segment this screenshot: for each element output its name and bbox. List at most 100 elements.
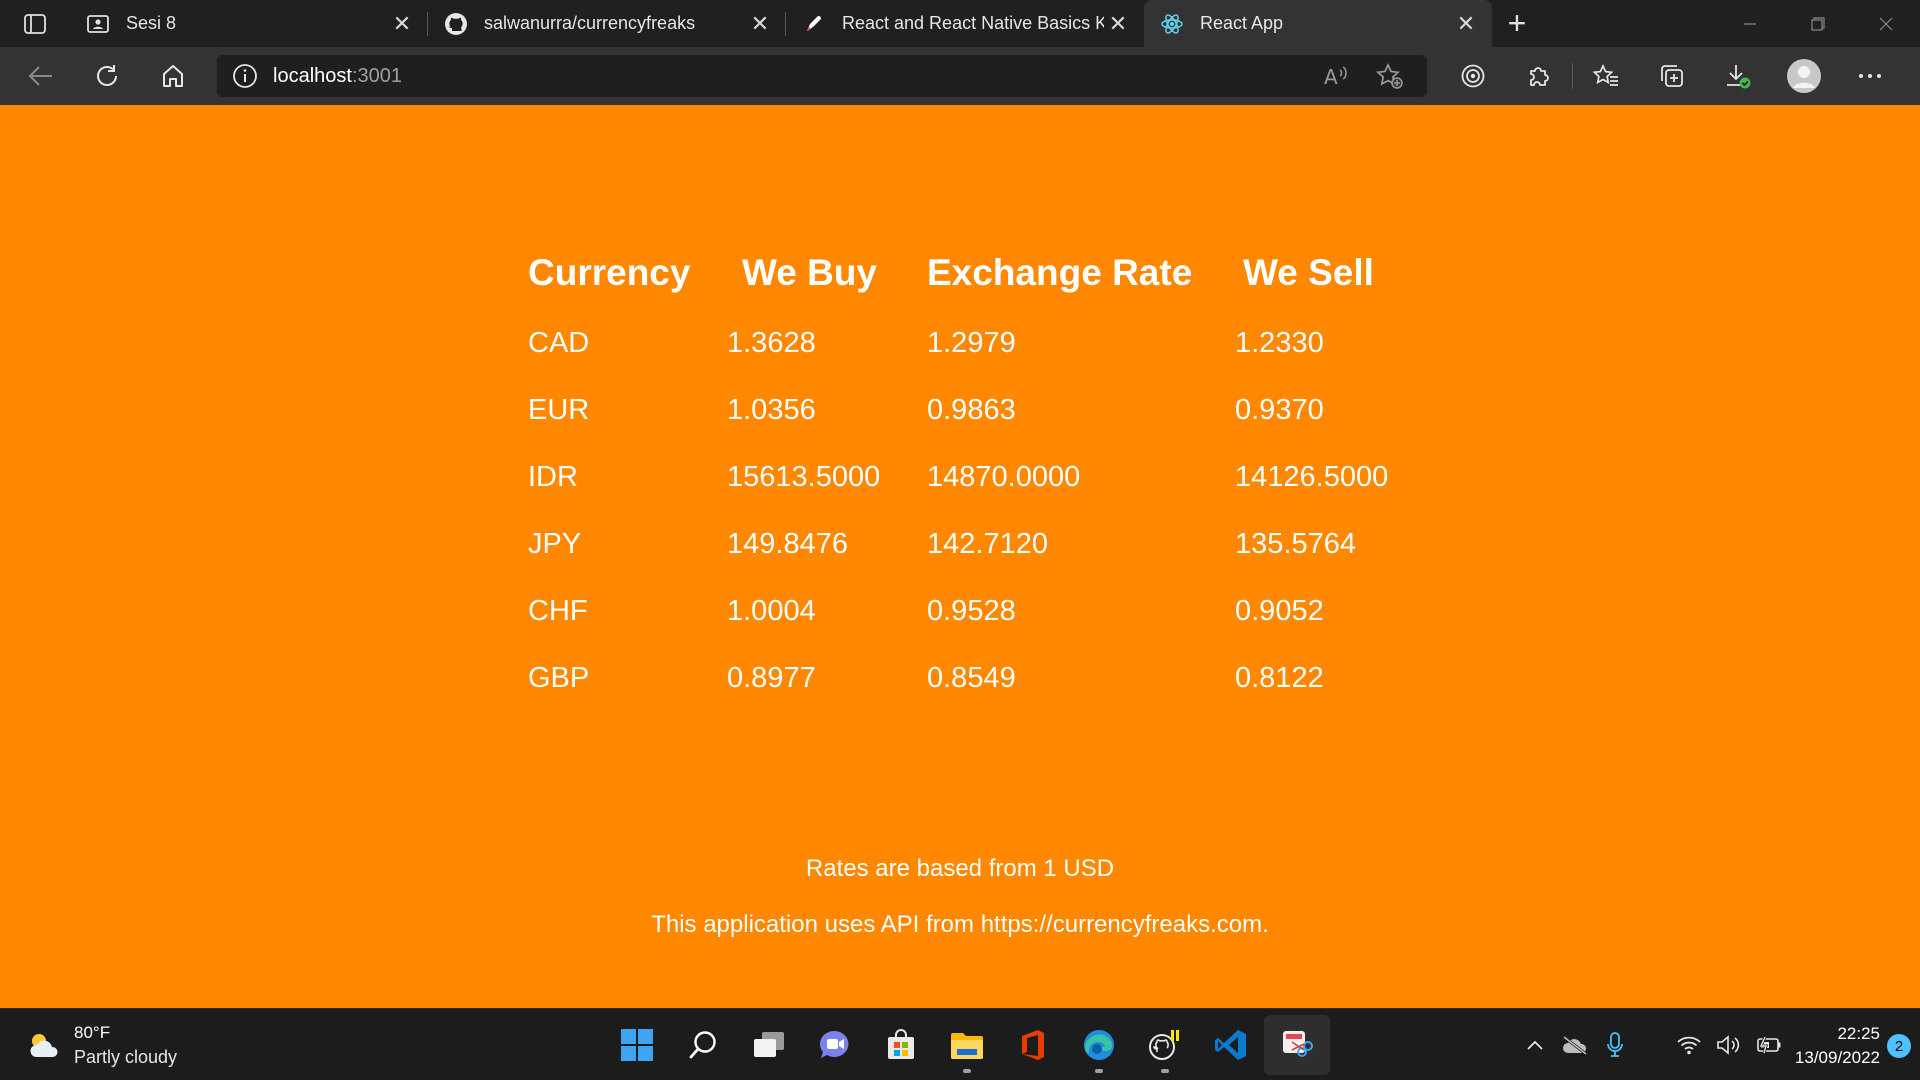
cell-we-sell: 14126.5000 <box>1235 461 1389 493</box>
microphone-button[interactable] <box>1595 1025 1635 1065</box>
browser-toolbar: localhost:3001 A <box>0 47 1920 105</box>
minimize-button[interactable] <box>1716 0 1784 47</box>
file-explorer-button[interactable] <box>934 1015 1000 1075</box>
weather-widget[interactable]: 80°F Partly cloudy <box>26 1021 177 1069</box>
rates-note: Rates are based from 1 USD <box>805 855 1115 882</box>
tab-github[interactable]: salwanurra/currencyfreaks ✕ <box>428 0 786 47</box>
cell-currency: GBP <box>528 662 590 694</box>
edge-icon <box>1084 1030 1114 1060</box>
api-credit: This application uses API from https://c… <box>651 911 1269 938</box>
snipping-tool-icon <box>1283 1031 1313 1057</box>
tab-title: salwanurra/currencyfreaks <box>484 13 696 33</box>
start-button[interactable] <box>604 1015 670 1075</box>
cell-we-buy: 1.0356 <box>727 394 816 426</box>
cell-we-sell: 0.8122 <box>1235 662 1324 694</box>
system-tray <box>1515 1009 1789 1080</box>
edge-button[interactable] <box>1066 1015 1132 1075</box>
tab-react-app[interactable]: React App ✕ <box>1144 0 1492 47</box>
close-icon[interactable]: ✕ <box>1108 10 1128 36</box>
add-favorite-button[interactable] <box>1363 62 1417 90</box>
cell-currency: CAD <box>528 327 590 359</box>
vscode-button[interactable] <box>1198 1015 1264 1075</box>
cell-currency: EUR <box>528 394 590 426</box>
search-icon <box>689 1031 716 1059</box>
site-info-icon[interactable] <box>217 63 273 89</box>
cell-exchange-rate: 14870.0000 <box>927 461 1081 493</box>
task-view-button[interactable] <box>736 1015 802 1075</box>
taskbar-apps <box>604 1015 1330 1075</box>
tracking-prevention-button[interactable] <box>1440 47 1506 105</box>
url-port: :3001 <box>351 64 402 87</box>
url-host: localhost <box>273 64 352 87</box>
search-button[interactable] <box>670 1015 736 1075</box>
close-icon <box>1879 17 1893 30</box>
downloads-button[interactable] <box>1705 47 1771 105</box>
favorites-icon <box>1592 63 1618 86</box>
table-row: CAD 1.3628 1.2979 1.2330 <box>520 310 1415 377</box>
favorites-button[interactable] <box>1573 47 1639 105</box>
address-bar[interactable]: localhost:3001 A <box>217 55 1427 97</box>
weather-temperature: 80°F <box>74 1023 111 1042</box>
tab-actions-button[interactable] <box>0 0 70 47</box>
cloud-offline-icon <box>1563 1035 1587 1055</box>
cell-currency: JPY <box>528 528 582 560</box>
table-header-row: Currency We Buy Exchange Rate We Sell <box>520 235 1415 310</box>
collections-button[interactable] <box>1639 47 1705 105</box>
folder-icon <box>951 1033 983 1059</box>
extensions-button[interactable] <box>1506 47 1572 105</box>
task-view-icon <box>754 1032 784 1057</box>
table-row: IDR 15613.5000 14870.0000 14126.5000 <box>520 444 1415 511</box>
refresh-button[interactable] <box>74 47 140 105</box>
react-icon <box>1160 12 1184 36</box>
tab-title: React and React Native Basics Ka <box>842 13 1104 33</box>
windows-logo-icon <box>621 1029 653 1061</box>
vscode-icon <box>1215 1030 1246 1060</box>
github-desktop-icon <box>1149 1030 1179 1060</box>
restore-icon <box>1811 16 1825 31</box>
clock[interactable]: 22:25 13/09/2022 <box>1795 1022 1880 1070</box>
volume-button[interactable] <box>1709 1025 1749 1065</box>
table-row: GBP 0.8977 0.8549 0.8122 <box>520 645 1415 712</box>
table-row: CHF 1.0004 0.9528 0.9052 <box>520 578 1415 645</box>
close-icon[interactable]: ✕ <box>1456 10 1476 36</box>
cell-we-sell: 135.5764 <box>1235 528 1356 560</box>
close-window-button[interactable] <box>1852 0 1920 47</box>
profile-card-icon <box>86 12 110 36</box>
teams-chat-button[interactable] <box>802 1015 868 1075</box>
read-aloud-button[interactable]: A <box>1309 64 1363 88</box>
microsoft-store-button[interactable] <box>868 1015 934 1075</box>
onedrive-button[interactable] <box>1555 1025 1595 1065</box>
tab-title: React App <box>1200 13 1284 33</box>
plus-icon: + <box>1507 5 1527 41</box>
battery-button[interactable] <box>1749 1025 1789 1065</box>
toolbar-divider <box>1572 63 1573 89</box>
close-icon[interactable]: ✕ <box>750 10 770 36</box>
partly-cloudy-icon <box>30 1034 58 1057</box>
spacer <box>1635 1025 1669 1065</box>
collections-icon <box>1661 65 1683 87</box>
read-aloud-icon: A <box>1324 65 1347 88</box>
back-button[interactable] <box>8 47 74 105</box>
cell-exchange-rate: 0.9863 <box>927 394 1016 426</box>
snipping-tool-button[interactable] <box>1264 1015 1330 1075</box>
github-desktop-button[interactable] <box>1132 1015 1198 1075</box>
taskbar: 80°F Partly cloudy <box>0 1008 1920 1080</box>
window-controls <box>1716 0 1920 47</box>
notification-badge[interactable]: 2 <box>1887 1034 1911 1058</box>
office-icon <box>1022 1030 1044 1060</box>
tab-sesi-8[interactable]: Sesi 8 ✕ <box>70 0 428 47</box>
puzzle-icon <box>1530 67 1549 86</box>
table-row: JPY 149.8476 142.7120 135.5764 <box>520 511 1415 578</box>
show-hidden-icons-button[interactable] <box>1515 1025 1555 1065</box>
settings-menu-button[interactable] <box>1837 47 1903 105</box>
tab-react-basics[interactable]: React and React Native Basics Ka ✕ <box>786 0 1144 47</box>
profile-button[interactable] <box>1771 47 1837 105</box>
clock-date: 13/09/2022 <box>1794 1048 1880 1067</box>
office-button[interactable] <box>1000 1015 1066 1075</box>
close-icon[interactable]: ✕ <box>392 10 412 36</box>
home-button[interactable] <box>140 47 206 105</box>
wifi-button[interactable] <box>1669 1025 1709 1065</box>
restore-button[interactable] <box>1784 0 1852 47</box>
new-tab-button[interactable]: + <box>1492 0 1542 47</box>
cell-we-sell: 1.2330 <box>1235 327 1324 359</box>
